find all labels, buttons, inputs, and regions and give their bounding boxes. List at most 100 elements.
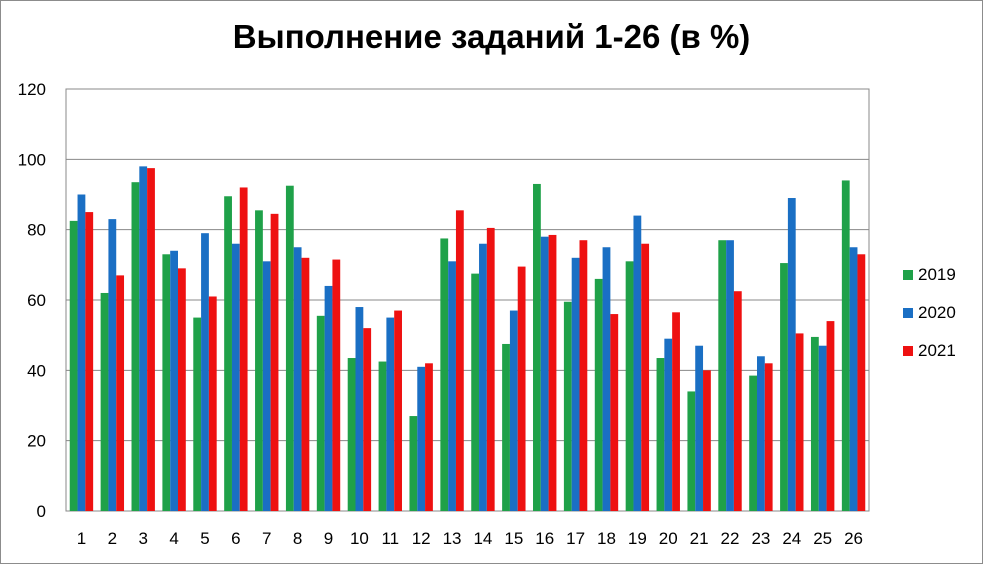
bar-2020-7: [262, 261, 271, 511]
bar-2021-12: [425, 363, 433, 511]
bar-2019-24: [780, 263, 788, 511]
y-tick-label: 120: [18, 80, 46, 99]
bar-2021-22: [733, 291, 742, 511]
bar-2021-21: [703, 370, 711, 511]
bar-2021-16: [548, 234, 557, 512]
bar-2019-21: [687, 391, 696, 511]
legend-swatch-2020: [903, 308, 913, 318]
bar-2019-4: [162, 254, 171, 512]
bar-2021-7: [270, 213, 279, 511]
bar-2021-13: [455, 210, 464, 511]
x-tick-label: 21: [690, 529, 709, 548]
bar-2019-1: [69, 220, 78, 511]
bar-2019-23: [749, 375, 758, 511]
bar-2020-22: [726, 240, 734, 511]
x-tick-label: 25: [813, 529, 832, 548]
x-tick-label: 6: [231, 529, 240, 548]
bar-2019-6: [224, 196, 232, 511]
bar-2020-14: [479, 243, 487, 511]
y-tick-label: 0: [37, 502, 46, 521]
bar-2021-11: [394, 310, 402, 511]
legend-label-2019: 2019: [918, 265, 956, 284]
bar-2019-14: [471, 273, 480, 511]
bar-2021-20: [672, 312, 680, 511]
bar-2021-6: [239, 187, 248, 511]
bar-2019-10: [347, 358, 356, 511]
bar-2020-8: [293, 247, 302, 511]
bar-2020-9: [324, 285, 333, 511]
bar-2021-1: [85, 212, 94, 512]
x-tick-label: 2: [108, 529, 117, 548]
bar-2021-10: [363, 328, 372, 511]
bar-2020-19: [633, 215, 642, 511]
x-tick-label: 5: [200, 529, 209, 548]
bar-2021-8: [301, 257, 310, 511]
bar-2019-9: [316, 315, 325, 511]
bar-2021-14: [486, 227, 495, 512]
bar-2020-12: [417, 366, 426, 511]
x-tick-label: 16: [535, 529, 554, 548]
x-tick-label: 19: [628, 529, 647, 548]
bar-2019-20: [656, 358, 665, 511]
plot-area-border: [65, 88, 870, 512]
x-tick-label: 17: [566, 529, 585, 548]
bar-2021-5: [208, 296, 217, 511]
y-tick-label: 20: [27, 432, 46, 451]
bar-2021-2: [116, 275, 125, 511]
x-tick-label: 10: [350, 529, 369, 548]
bar-2019-11: [378, 361, 387, 511]
bar-2021-19: [641, 243, 650, 511]
bar-2020-1: [77, 194, 86, 511]
x-tick-label: 26: [844, 529, 863, 548]
bar-2020-24: [787, 198, 796, 511]
bar-2021-24: [795, 333, 804, 511]
bar-2019-8: [285, 185, 294, 512]
bar-2020-3: [139, 166, 148, 511]
y-tick-label: 60: [27, 291, 46, 310]
x-tick-label: 13: [443, 529, 462, 548]
x-tick-label: 20: [659, 529, 678, 548]
x-tick-label: 23: [751, 529, 770, 548]
bar-2019-19: [625, 261, 634, 511]
x-tick-label: 7: [262, 529, 271, 548]
legend-swatch-2019: [903, 270, 913, 280]
x-tick-label: 11: [381, 529, 399, 548]
bar-2020-10: [355, 307, 364, 511]
x-tick-label: 1: [77, 529, 86, 548]
bar-2019-25: [810, 336, 819, 511]
bar-2020-6: [231, 243, 240, 511]
legend-label-2021: 2021: [918, 341, 956, 360]
y-tick-label: 80: [27, 221, 46, 240]
bar-2019-7: [255, 210, 263, 511]
bar-2019-5: [193, 317, 202, 511]
bar-2021-17: [579, 240, 588, 511]
bar-2019-16: [533, 183, 541, 511]
bar-2019-3: [131, 182, 140, 512]
bar-2019-13: [440, 238, 449, 512]
bar-2021-18: [610, 314, 619, 511]
bar-2021-26: [857, 254, 866, 512]
x-tick-label: 24: [782, 529, 801, 548]
bar-2021-3: [147, 168, 155, 511]
bar-2020-23: [757, 356, 765, 511]
y-tick-label: 100: [18, 150, 46, 169]
chart-title: Выполнение заданий 1-26 (в %): [232, 18, 751, 55]
bar-2019-18: [594, 278, 603, 511]
x-tick-label: 15: [504, 529, 523, 548]
bar-2019-15: [502, 343, 510, 511]
x-tick-label: 22: [721, 529, 740, 548]
bar-2021-4: [177, 268, 186, 511]
bar-2020-13: [448, 261, 456, 511]
bar-2019-26: [841, 180, 850, 511]
y-tick-label: 40: [27, 361, 46, 380]
bar-2019-22: [718, 240, 727, 511]
legend-swatch-2021: [903, 346, 913, 356]
bar-2021-25: [826, 321, 835, 511]
bar-2020-17: [571, 257, 580, 511]
x-tick-label: 14: [473, 529, 492, 548]
bar-2020-15: [509, 310, 518, 511]
bar-2020-16: [540, 236, 549, 511]
bar-2020-4: [170, 250, 178, 511]
bar-2020-5: [201, 233, 209, 511]
